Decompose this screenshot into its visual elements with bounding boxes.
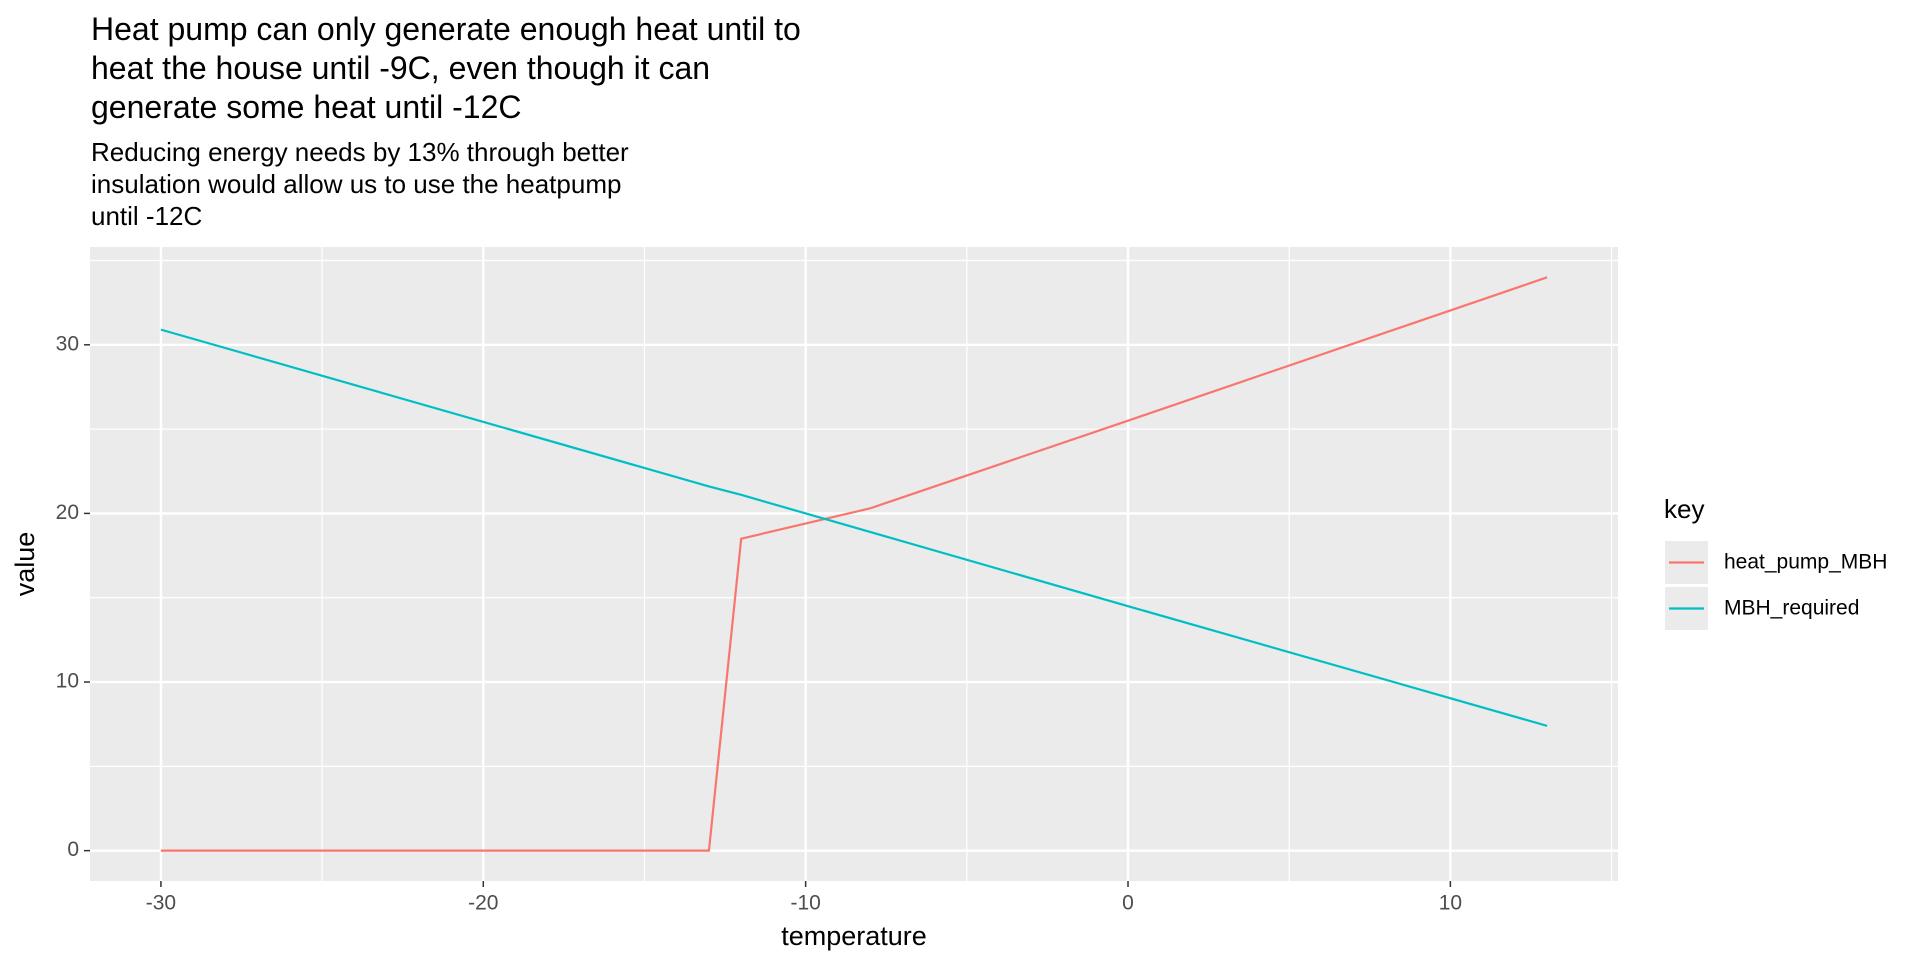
chart-subtitle: Reducing energy needs by 13% through bet… xyxy=(91,137,629,231)
x-tick-label: 0 xyxy=(1122,892,1134,915)
x-tick-label: 10 xyxy=(1439,892,1462,915)
x-tick-label: -20 xyxy=(468,892,498,915)
y-tick-label: 20 xyxy=(56,501,79,524)
x-tick-label: -10 xyxy=(790,892,820,915)
y-tick-label: 10 xyxy=(56,670,79,693)
series-line xyxy=(160,276,1548,852)
x-axis-title: temperature xyxy=(781,921,927,951)
legend-label: heat_pump_MBH xyxy=(1724,551,1887,574)
series-line xyxy=(160,328,1548,727)
y-axis-title: value xyxy=(10,532,40,597)
y-tick-label: 30 xyxy=(56,332,79,355)
plot-panel xyxy=(90,247,1618,881)
chart-title: Heat pump can only generate enough heat … xyxy=(91,11,801,125)
legend-label: MBH_required xyxy=(1724,597,1859,620)
legend-title: key xyxy=(1664,494,1704,524)
y-tick-label: 0 xyxy=(67,838,79,861)
x-tick-label: -30 xyxy=(146,892,176,915)
